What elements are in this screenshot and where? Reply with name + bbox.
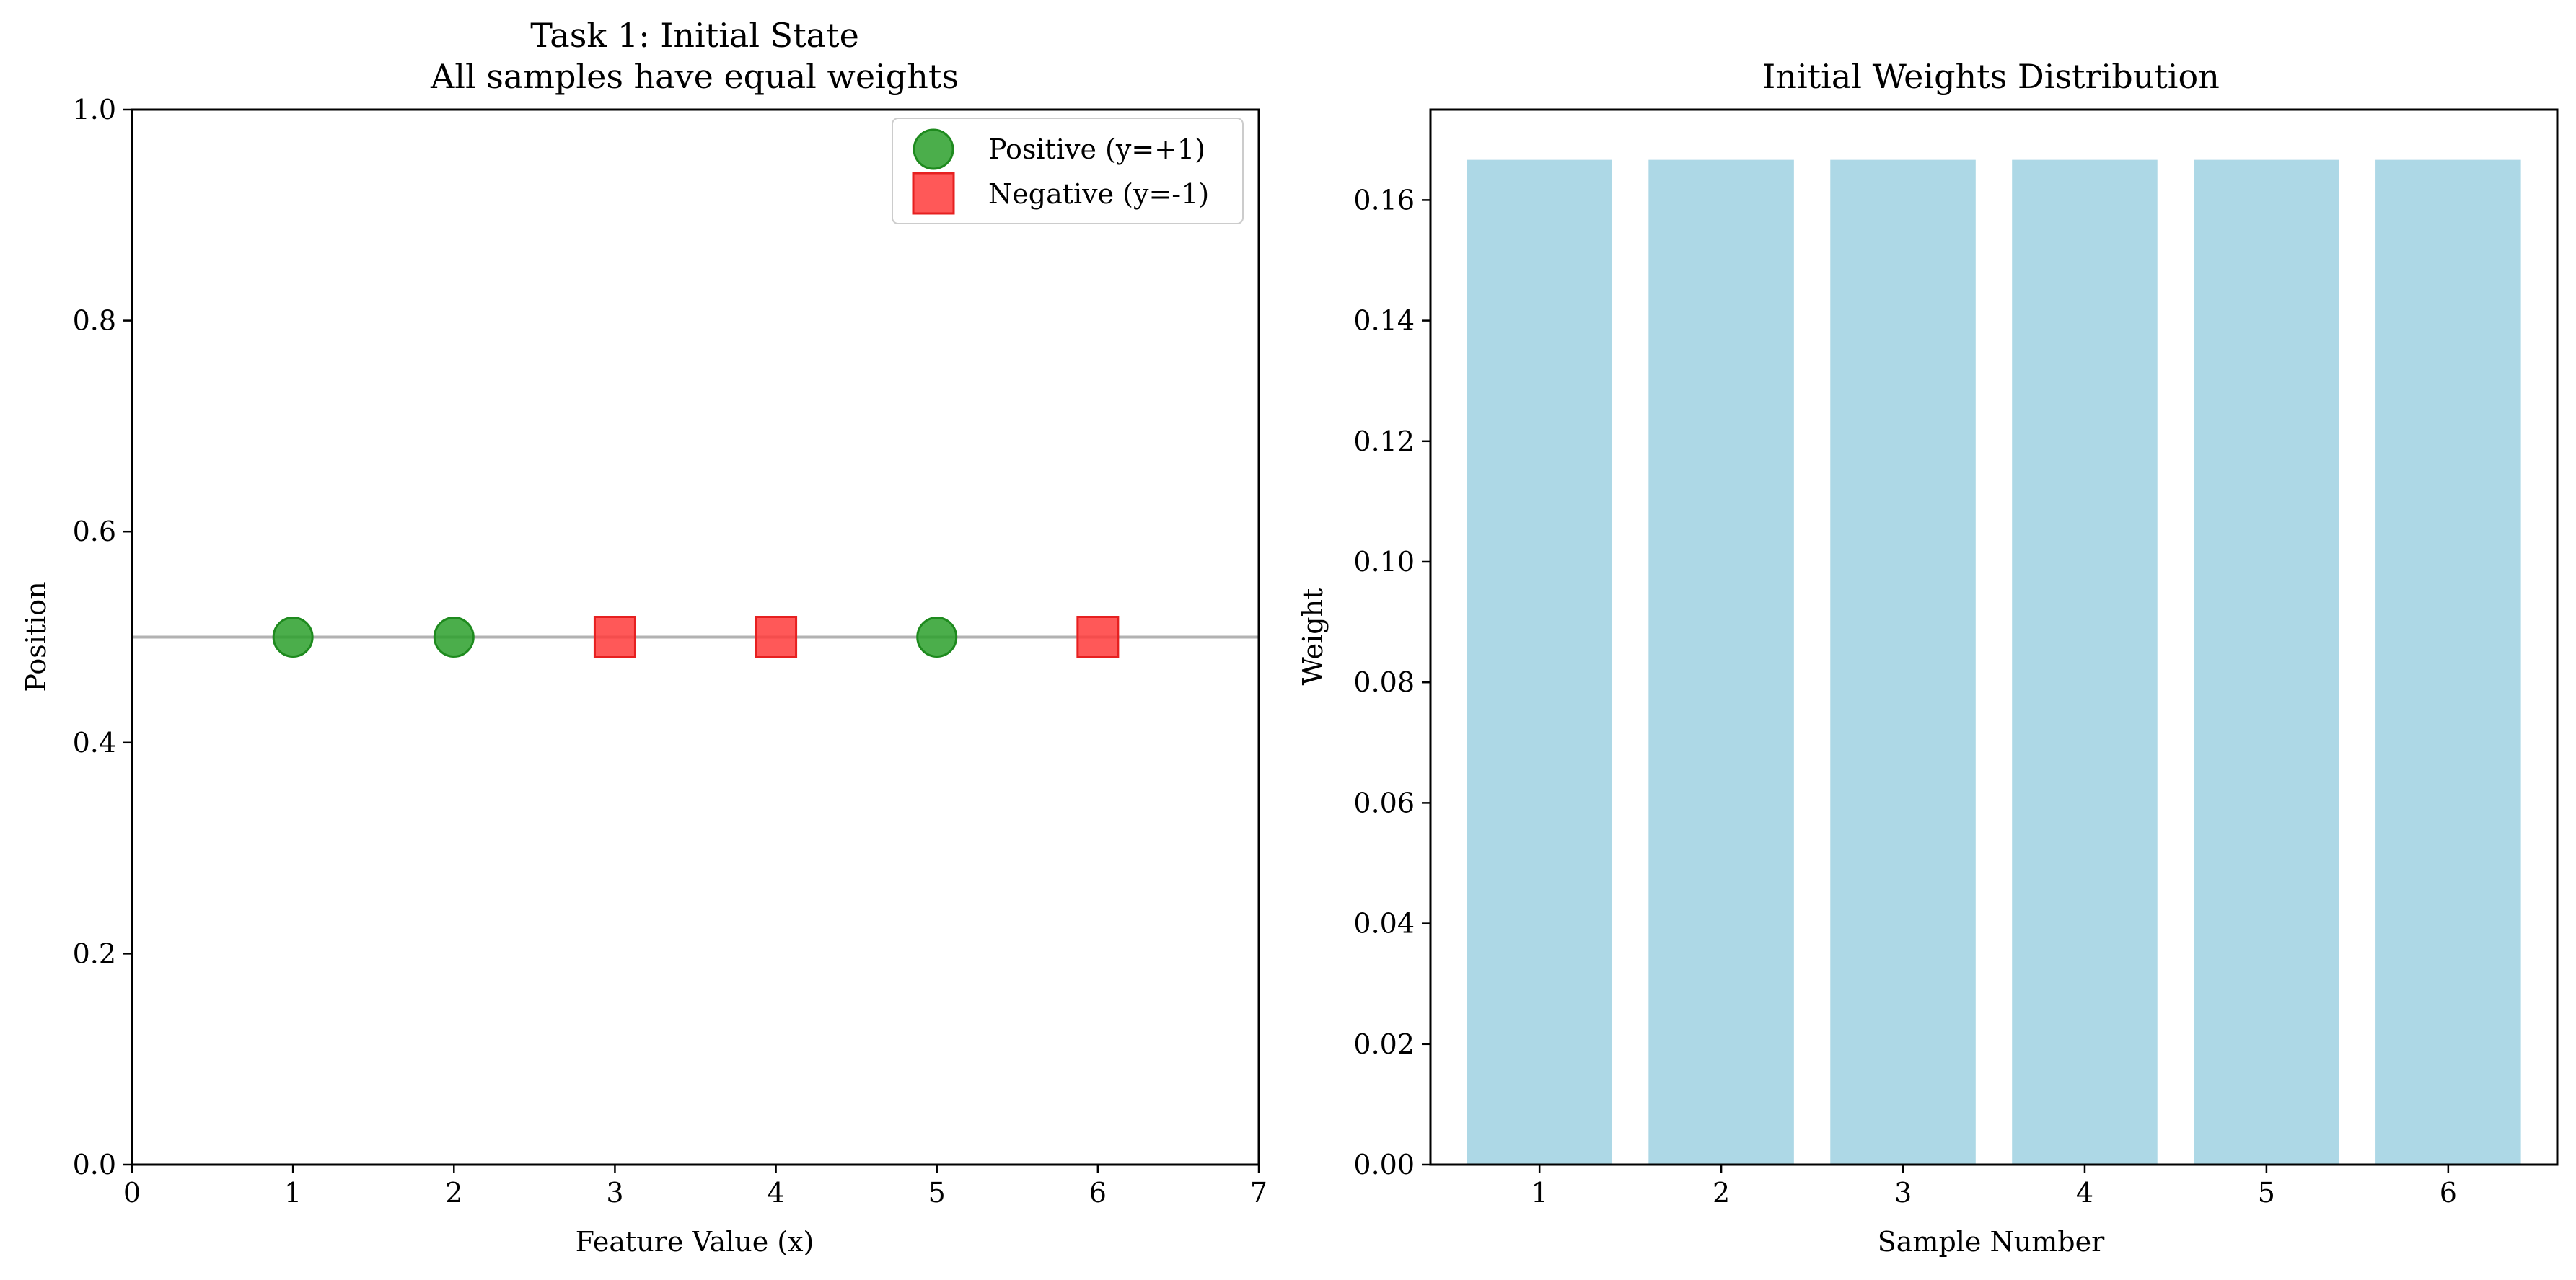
scatter-point-negative [755, 616, 798, 658]
plot-frame [1429, 108, 2559, 1166]
chart-title: Initial Weights Distribution [1762, 57, 2220, 96]
bar-chart: Initial Weights Distribution 1 2 3 4 5 6 0.00 0… [1297, 57, 2559, 1258]
legend-label: Positive (y=+1) [988, 133, 1205, 165]
x-tick-label: 7 [1250, 1177, 1267, 1209]
x-tick-label: 1 [284, 1177, 302, 1209]
y-tick-label: 0.16 [1353, 184, 1415, 216]
x-tick-label: 5 [928, 1177, 946, 1209]
y-axis-label: Weight [1297, 588, 1329, 686]
y-tick-label: 0.12 [1353, 425, 1415, 457]
y-tick-label: 0.2 [73, 937, 116, 969]
bar [2012, 159, 2158, 1165]
x-tick-label: 2 [1713, 1177, 1730, 1209]
x-axis-label: Feature Value (x) [576, 1226, 814, 1258]
x-tick-label: 3 [606, 1177, 623, 1209]
scatter-point-positive [433, 617, 475, 658]
bar [1830, 159, 1976, 1165]
x-tick-label: 4 [2076, 1177, 2093, 1209]
y-tick-label: 0.14 [1353, 305, 1415, 337]
scatter-point-positive [916, 617, 958, 658]
y-tick-label: 0.02 [1353, 1028, 1415, 1060]
scatter-point-positive [272, 617, 314, 658]
x-tick-label: 6 [1089, 1177, 1107, 1209]
y-tick-label: 0.04 [1353, 908, 1415, 940]
bar [2375, 159, 2521, 1165]
legend: Positive (y=+1) Negative (y=-1) [892, 118, 1244, 224]
y-tick-label: 0.6 [73, 516, 116, 547]
x-tick-label: 5 [2258, 1177, 2275, 1209]
y-tick-label: 0.06 [1353, 787, 1415, 818]
y-axis-label: Position [20, 581, 52, 692]
y-tick-label: 0.8 [73, 305, 116, 337]
chart-title: Task 1: Initial State [530, 16, 859, 55]
scatter-point-negative [1076, 616, 1120, 658]
x-tick-label: 6 [2440, 1177, 2457, 1209]
scatter-point-negative [593, 616, 636, 658]
legend-marker-negative [912, 172, 955, 215]
legend-box [892, 118, 1244, 224]
chart-subtitle: All samples have equal weights [430, 57, 959, 96]
bar [1648, 159, 1794, 1165]
y-tick-label: 0.10 [1353, 546, 1415, 578]
x-tick-label: 0 [123, 1177, 141, 1209]
y-tick-label: 0.08 [1353, 666, 1415, 698]
y-tick-label: 1.0 [73, 94, 116, 125]
x-tick-label: 2 [445, 1177, 462, 1209]
legend-marker-positive [913, 128, 954, 170]
bar [2194, 159, 2339, 1165]
y-tick-label: 0.0 [73, 1149, 116, 1180]
x-tick-label: 1 [1531, 1177, 1548, 1209]
x-tick-label: 4 [767, 1177, 784, 1209]
scatter-chart: Task 1: Initial State All samples have e… [20, 16, 1267, 1258]
plot-frame [131, 108, 1260, 1166]
legend-label: Negative (y=-1) [988, 178, 1209, 210]
x-axis-label: Sample Number [1878, 1226, 2105, 1258]
y-tick-label: 0.00 [1353, 1149, 1415, 1180]
bar [1467, 159, 1612, 1165]
y-tick-label: 0.4 [73, 727, 116, 759]
x-tick-label: 3 [1894, 1177, 1912, 1209]
